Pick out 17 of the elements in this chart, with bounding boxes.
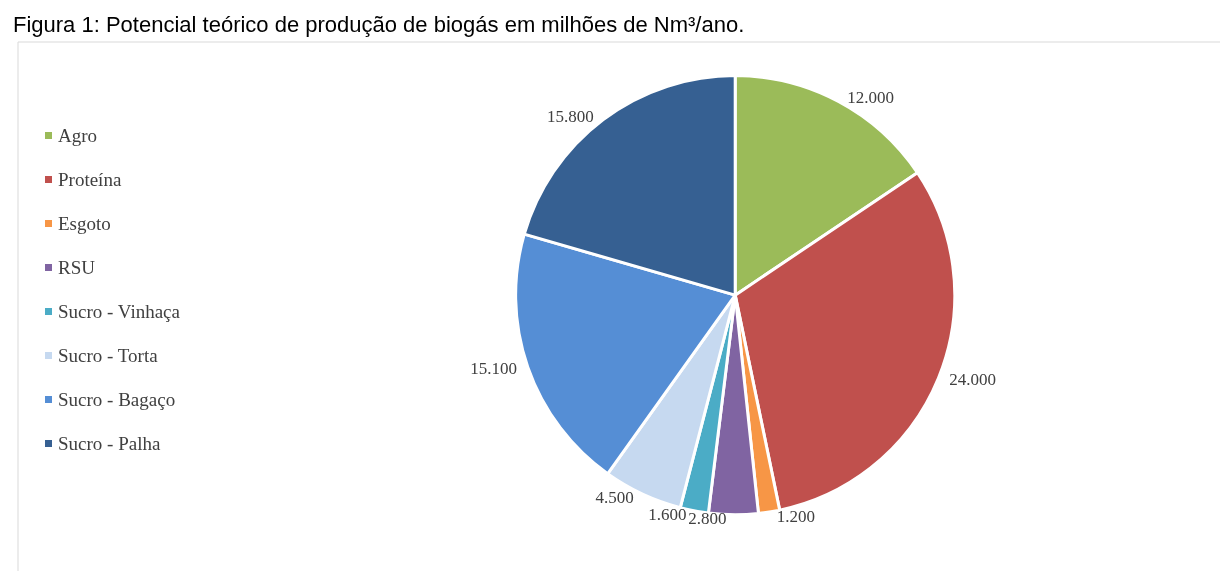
legend-label: Esgoto xyxy=(58,213,111,234)
data-label: 1.600 xyxy=(648,505,687,525)
data-label: 4.500 xyxy=(595,488,634,508)
legend-label: Proteína xyxy=(58,169,122,190)
legend-label: RSU xyxy=(58,257,96,278)
data-label: 15.100 xyxy=(470,359,518,379)
data-label: 2.800 xyxy=(688,509,727,529)
legend-label: Agro xyxy=(58,125,98,146)
legend-label: Sucro - Torta xyxy=(58,345,159,366)
legend-label: Sucro - Bagaço xyxy=(58,389,176,410)
data-label: 24.000 xyxy=(949,370,996,390)
legend-label: Sucro - Palha xyxy=(58,433,161,454)
data-label: 1.200 xyxy=(776,506,815,526)
chart-title: Figura 1: Potencial teórico de produção de biogás em milhões de Nm³/ano. xyxy=(13,11,745,37)
data-label: 12.000 xyxy=(847,88,895,108)
legend-label: Sucro - Vinhaça xyxy=(58,301,181,322)
data-label: 15.800 xyxy=(547,106,594,126)
